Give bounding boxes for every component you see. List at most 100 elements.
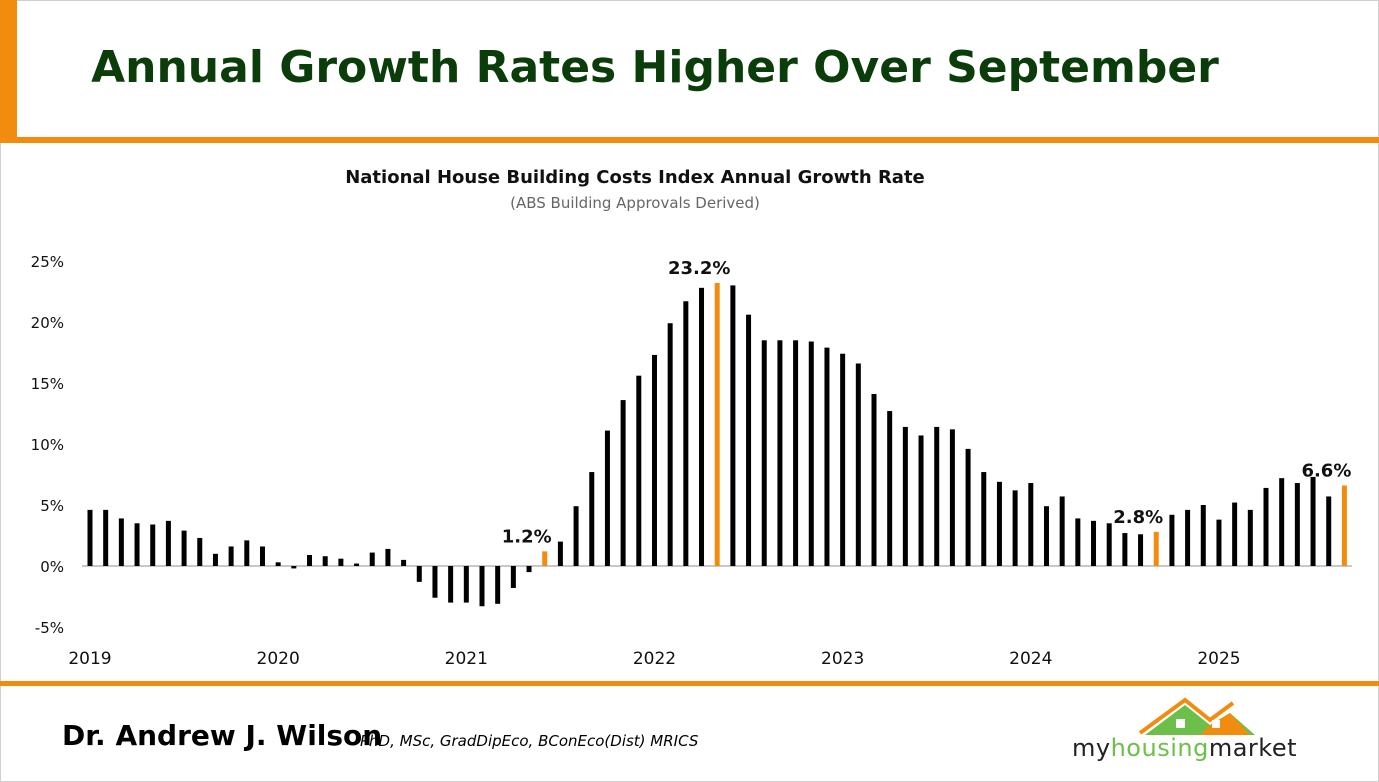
bar [730,285,736,566]
bar [1059,496,1065,566]
bar [1279,478,1285,566]
y-tick-label: 25% [31,253,64,271]
bar [887,411,893,566]
bar [1138,534,1144,566]
bar [526,566,532,573]
bar [1310,476,1316,566]
highlight-bar [1153,531,1159,566]
bar [683,301,689,566]
bar [1028,483,1034,566]
bar [416,566,422,582]
accent-bar-left [0,0,17,142]
bar [385,548,391,566]
bar [181,530,187,566]
bar [448,566,454,603]
bar [934,426,940,566]
bar [651,354,657,566]
bar [510,566,516,588]
bar [620,400,626,566]
bar [996,481,1002,566]
bar [354,563,360,566]
x-tick-label: 2021 [445,649,488,669]
bar [1232,502,1238,566]
bar [573,506,579,566]
x-tick-label: 2020 [257,649,300,669]
bar [918,435,924,566]
bar [871,393,877,566]
chart-title: National House Building Costs Index Annu… [345,167,925,188]
logo-text-my: my [1072,734,1111,762]
bar [1326,496,1332,566]
bar [808,341,814,566]
house-logo-icon [1138,697,1255,735]
bar [777,340,783,566]
bar [1012,490,1018,566]
bar [965,448,971,566]
bar [1247,509,1253,566]
bar [150,524,156,566]
highlight-bar [714,282,720,566]
bar [1263,487,1269,566]
data-label: 1.2% [502,526,552,547]
bar [87,509,93,566]
bar [589,472,595,566]
bar [981,472,987,566]
logo-text-market: market [1208,734,1297,762]
slide-title: Annual Growth Rates Higher Over Septembe… [91,42,1219,93]
bar [401,559,407,566]
bar [291,566,297,569]
bar [604,430,610,566]
bar [244,540,250,566]
bar [103,509,109,566]
bar [1169,514,1175,566]
x-tick-label: 2019 [68,649,111,669]
bar [1091,520,1097,566]
bar [118,518,124,566]
y-tick-label: 0% [40,558,64,576]
x-tick-label: 2024 [1009,649,1052,669]
y-tick-label: 15% [31,375,64,393]
bar [479,566,485,607]
bar [212,553,218,566]
bar [902,426,908,566]
bar [322,556,328,566]
y-tick-label: -5% [35,619,64,637]
bar [1185,509,1191,566]
author-credentials: PhD, MSc, GradDipEco, BConEco(Dist) MRIC… [360,732,699,750]
highlight-bar [1341,485,1347,566]
chart-subtitle: (ABS Building Approvals Derived) [510,194,760,212]
bar [307,555,313,566]
data-label: 23.2% [668,258,730,279]
bar [1122,533,1128,566]
bar [463,566,469,603]
y-tick-label: 10% [31,436,64,454]
accent-divider-top [0,137,1379,143]
y-tick-label: 20% [31,314,64,332]
bar [1216,519,1222,566]
bar [259,546,265,566]
bar [228,546,234,566]
x-tick-label: 2022 [633,649,676,669]
x-tick-label: 2025 [1197,649,1240,669]
data-label: 6.6% [1301,460,1351,481]
bar [197,537,203,566]
data-label: 2.8% [1113,507,1163,528]
bar [667,323,673,566]
bar [495,566,501,604]
author-name: Dr. Andrew J. Wilson [62,719,383,752]
bar [761,340,767,566]
bar [165,520,171,566]
bar [432,566,438,598]
bar [1200,505,1206,566]
bar [134,523,140,566]
bar [369,552,375,566]
logo-text-housing: housing [1110,734,1209,762]
bar [1294,483,1300,566]
bar [793,340,799,566]
accent-divider-bottom [0,681,1379,686]
bar [840,353,846,566]
y-tick-label: 5% [40,497,64,515]
bar [699,287,705,566]
highlight-bar [542,551,548,566]
